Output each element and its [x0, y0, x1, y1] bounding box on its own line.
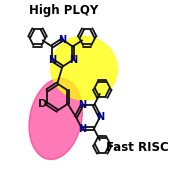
Text: N: N — [78, 100, 86, 110]
Text: N: N — [69, 55, 77, 65]
Text: N: N — [96, 112, 104, 122]
Ellipse shape — [29, 78, 82, 160]
Text: N: N — [48, 55, 56, 65]
Text: D: D — [38, 99, 47, 109]
Text: N: N — [78, 124, 86, 134]
Text: Fast RISC: Fast RISC — [106, 141, 169, 153]
Text: High PLQY: High PLQY — [29, 4, 99, 17]
Text: N: N — [58, 35, 66, 45]
Ellipse shape — [51, 36, 117, 100]
